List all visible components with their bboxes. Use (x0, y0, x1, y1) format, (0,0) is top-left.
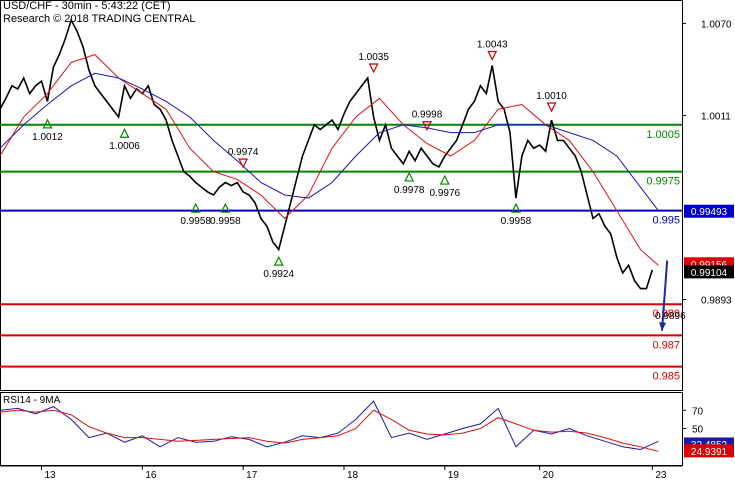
marker-down-4 (238, 158, 249, 169)
marker-up-11 (510, 202, 521, 213)
price-panel-frame (0, 0, 683, 391)
marker-up-9 (439, 174, 450, 185)
series-rsi (0, 400, 659, 451)
level-label-0: 1.0005 (646, 129, 680, 141)
marker-up-0 (42, 118, 53, 129)
annotation-label-12: 1.0010 (536, 91, 567, 102)
indicator-title: RSI14 - 9MA (3, 395, 61, 406)
annotation-label-2: 0.9958 (180, 216, 211, 227)
price-box-0 (684, 204, 734, 218)
annotation-label-3: 0.9958 (210, 216, 241, 227)
marker-up-1 (119, 127, 130, 138)
x-tick-label-6: 23 (655, 470, 667, 480)
annotation-label-4: 0.9974 (228, 147, 259, 158)
indicator-box-label-1: 24.9391 (691, 447, 728, 458)
forecast-arrow-line (661, 260, 669, 331)
level-label-3: 0.989 (652, 308, 680, 320)
marker-down-12 (546, 102, 557, 113)
annotation-label-7: 0.9978 (394, 185, 425, 196)
level-label-4: 0.987 (652, 339, 680, 351)
marker-up-3 (220, 202, 231, 213)
series-rsi_ma (0, 409, 659, 452)
marker-up-2 (190, 202, 201, 213)
x-tick-label-2: 17 (246, 470, 258, 480)
copyright-notice: Research © 2018 TRADING CENTRAL (3, 13, 196, 25)
series-price (0, 18, 654, 290)
forecast-arrow-head (659, 322, 667, 331)
level-label-1: 0.9975 (646, 176, 680, 188)
x-tick-label-3: 18 (347, 470, 359, 480)
annotation-label-8: 0.9998 (412, 110, 443, 121)
annotation-label-6: 1.0035 (358, 52, 389, 63)
level-label-2: 0.995 (652, 215, 680, 227)
annotation-label-13: 0.9896 (655, 311, 686, 322)
marker-down-6 (368, 63, 379, 74)
annotation-label-10: 1.0043 (477, 40, 508, 51)
price-tick-label-2: 0.9893 (701, 296, 732, 307)
price-box-label-2: 0.99104 (691, 268, 728, 279)
price-box-label-0: 0.99493 (691, 207, 728, 218)
price-box-2 (684, 265, 734, 279)
chart-title: USD/CHF - 30min - 5:43:22 (CET) (3, 0, 171, 12)
annotation-label-1: 1.0006 (109, 141, 140, 152)
marker-up-7 (404, 171, 415, 182)
price-box-label-1: 0.99156 (691, 260, 728, 271)
indicator-tick-label-1: 50 (692, 425, 704, 436)
annotation-label-11: 0.9958 (501, 216, 532, 227)
x-tick-label-5: 20 (543, 470, 555, 480)
indicator-box-1 (684, 444, 734, 458)
price-tick-label-1: 1.0011 (701, 111, 731, 122)
x-tick-label-0: 13 (45, 470, 57, 480)
indicator-tick-label-0: 70 (692, 406, 704, 417)
marker-down-8 (422, 121, 432, 132)
series-ma_slow (0, 72, 659, 211)
x-tick-label-1: 16 (145, 470, 157, 480)
marker-down-10 (487, 50, 498, 61)
annotation-label-5: 0.9924 (263, 269, 294, 280)
annotation-label-9: 0.9976 (429, 188, 460, 199)
price-tick-label-0: 1.0070 (701, 19, 732, 30)
level-label-5: 0.985 (652, 371, 680, 383)
annotation-label-0: 1.0012 (32, 132, 63, 143)
series-ma_fast (0, 54, 659, 266)
indicator-panel-frame (0, 392, 683, 466)
x-tick-label-4: 19 (448, 470, 460, 480)
marker-up-5 (273, 255, 284, 266)
